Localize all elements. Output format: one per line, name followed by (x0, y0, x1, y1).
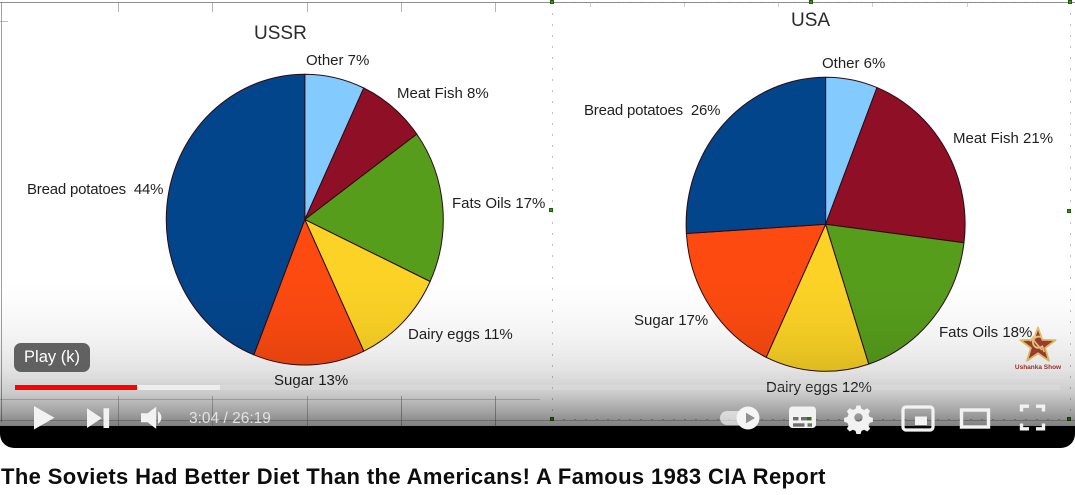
svg-text:3:04 / 26:19: 3:04 / 26:19 (189, 410, 271, 427)
